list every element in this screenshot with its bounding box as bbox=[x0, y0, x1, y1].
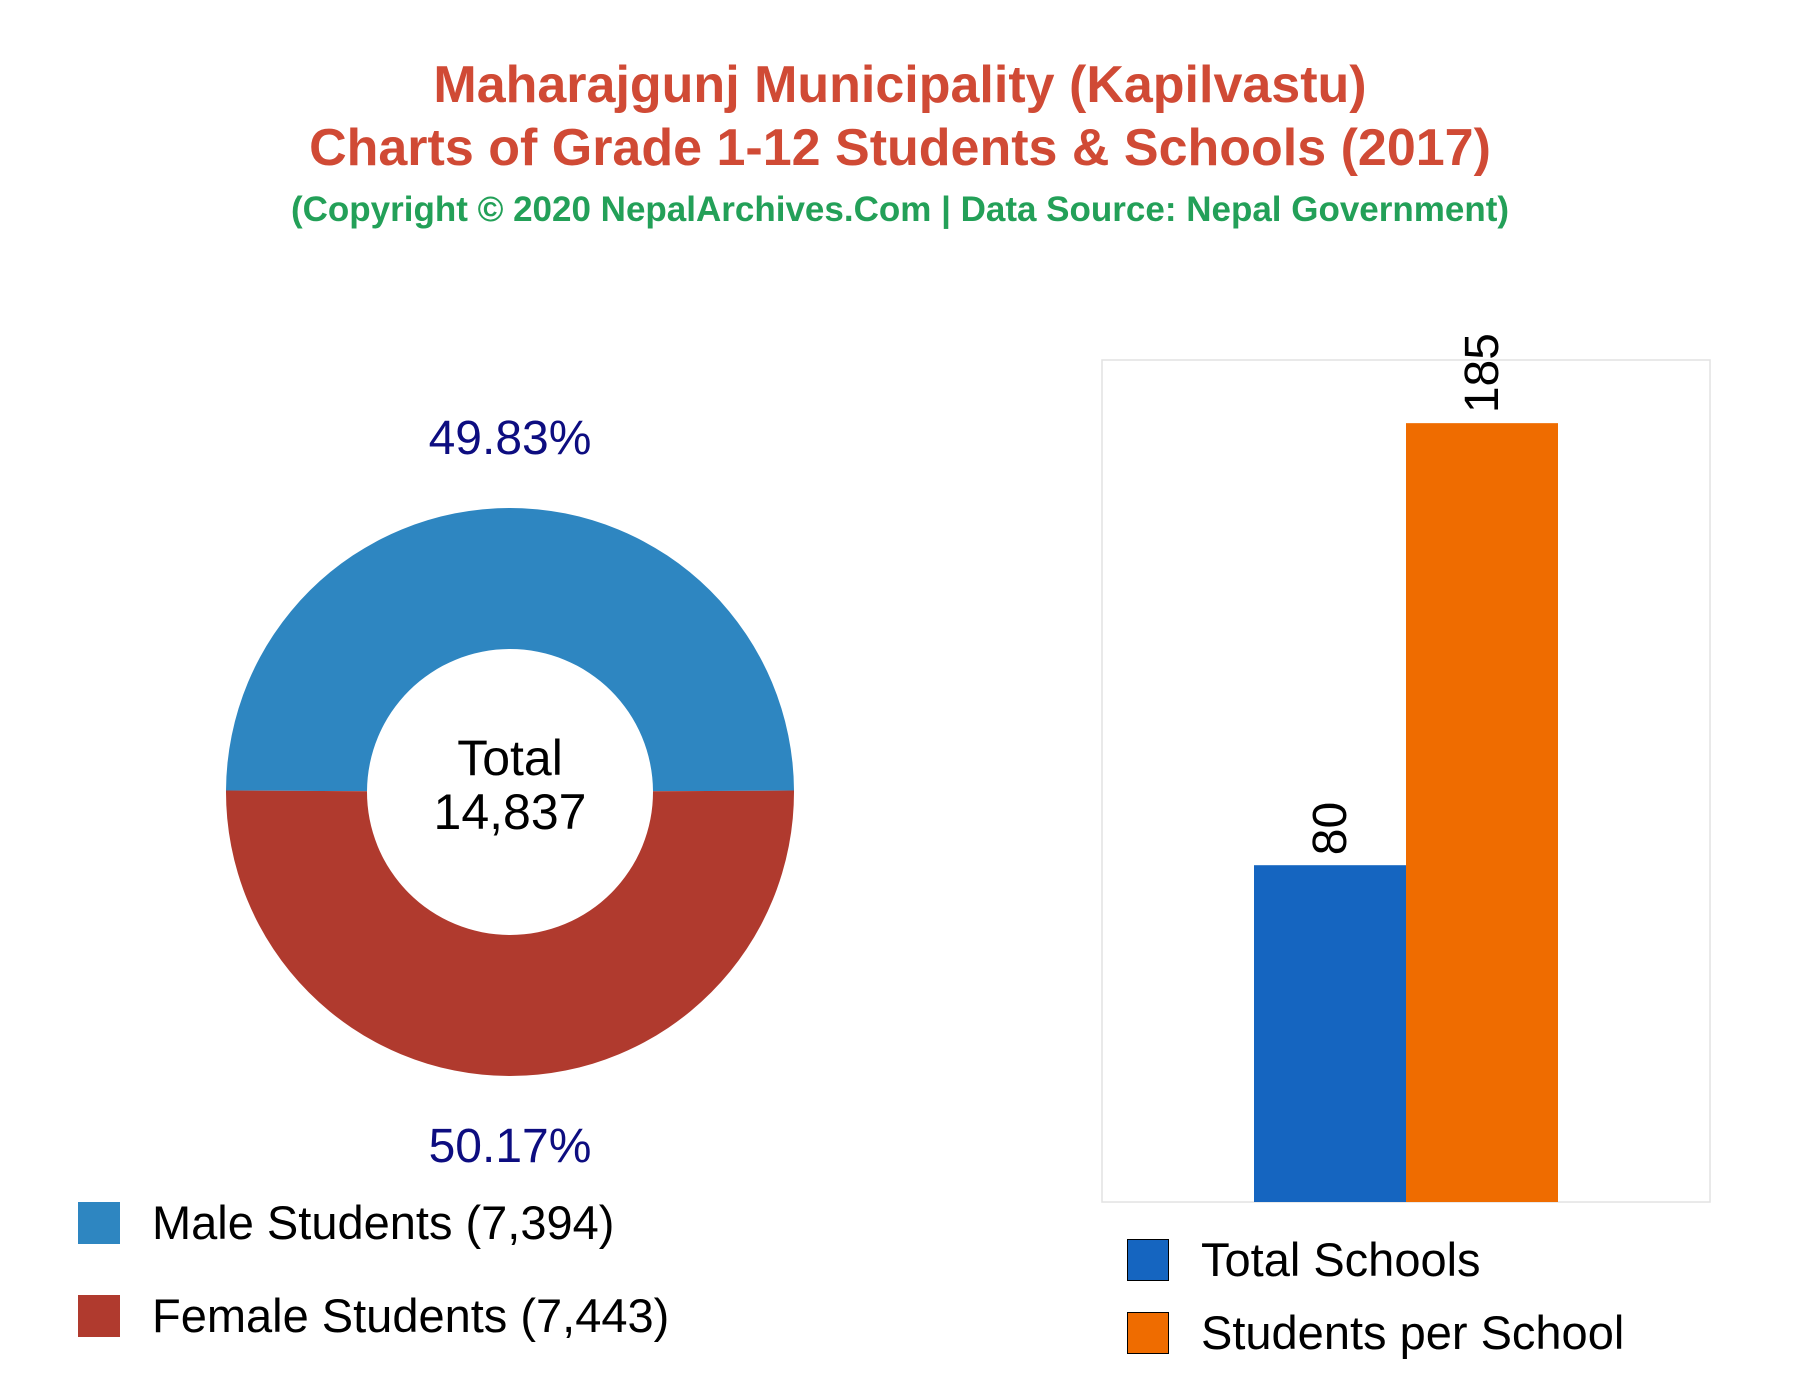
legend-label-total-schools: Total Schools bbox=[1201, 1233, 1481, 1286]
legend-label-students-per-school: Students per School bbox=[1201, 1306, 1625, 1359]
donut-slice-female bbox=[225, 790, 794, 1077]
legend-item-male: Male Students (7,394) bbox=[78, 1195, 614, 1250]
legend-swatch-male bbox=[78, 1201, 120, 1244]
donut-center-value: 14,837 bbox=[434, 784, 587, 840]
percent-label-male: 49.83% bbox=[429, 412, 592, 465]
copyright-subtitle: (Copyright © 2020 NepalArchives.Com | Da… bbox=[290, 190, 1510, 229]
legend-swatch-total-schools bbox=[1127, 1238, 1169, 1281]
legend-swatch-female bbox=[78, 1294, 120, 1337]
bar-students-per-school bbox=[1406, 423, 1558, 1202]
bar-value-label-students-per-school: 185 bbox=[1456, 333, 1509, 413]
legend-label-female: Female Students (7,443) bbox=[152, 1289, 670, 1342]
percent-label-female: 50.17% bbox=[429, 1120, 592, 1173]
chart-title-line1: Maharajgunj Municipality (Kapilvastu) bbox=[433, 56, 1367, 114]
legend-label-male: Male Students (7,394) bbox=[152, 1196, 615, 1249]
legend-item-total-schools: Total Schools bbox=[1127, 1232, 1481, 1287]
donut-slice-male bbox=[226, 508, 794, 792]
bar-total-schools bbox=[1254, 865, 1406, 1202]
legend-item-female: Female Students (7,443) bbox=[78, 1288, 669, 1343]
donut-center-label: Total bbox=[457, 730, 563, 786]
chart-title-line2: Charts of Grade 1-12 Students & Schools … bbox=[309, 119, 1491, 177]
bar-value-label-total-schools: 80 bbox=[1304, 802, 1357, 855]
legend-item-students-per-school: Students per School bbox=[1127, 1305, 1624, 1360]
legend-swatch-students-per-school bbox=[1127, 1311, 1169, 1354]
